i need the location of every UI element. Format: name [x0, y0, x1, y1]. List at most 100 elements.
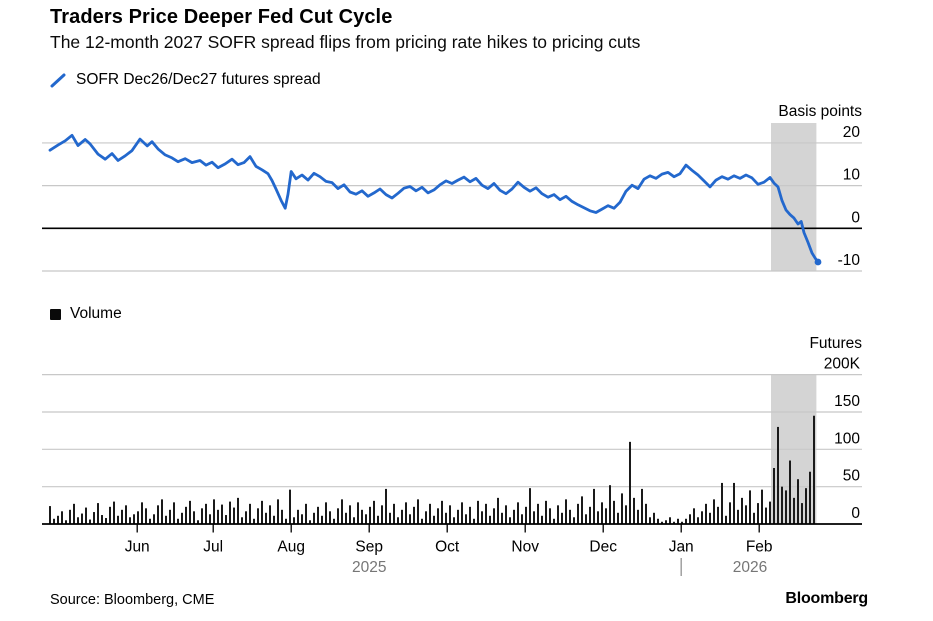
volume-bar — [93, 512, 95, 524]
volume-bar — [677, 518, 679, 524]
volume-bar — [709, 512, 711, 524]
y-axis-unit-futures: Futures — [809, 335, 862, 352]
volume-bar — [497, 497, 499, 524]
volume-bar — [637, 509, 639, 524]
volume-bar — [717, 506, 719, 524]
volume-bar — [325, 502, 327, 524]
volume-bar — [461, 502, 463, 524]
month-label: Nov — [511, 539, 539, 556]
volume-bar — [653, 512, 655, 524]
volume-bar — [265, 512, 267, 524]
volume-bar — [97, 503, 99, 524]
volume-bar — [161, 499, 163, 524]
volume-bar — [453, 517, 455, 524]
volume-bar — [509, 517, 511, 524]
y-tick-label: 150 — [834, 393, 860, 410]
volume-bar — [53, 518, 55, 524]
volume-bar — [337, 508, 339, 524]
legend-volume-label: Volume — [70, 305, 122, 322]
volume-bar — [73, 503, 75, 524]
volume-bar — [365, 514, 367, 524]
volume-bar — [561, 512, 563, 524]
volume-bar — [277, 499, 279, 524]
volume-bar — [229, 501, 231, 524]
spread-endpoint-dot — [814, 258, 822, 266]
month-label: Sep — [355, 539, 383, 556]
volume-bar — [705, 503, 707, 524]
volume-bar — [761, 489, 763, 524]
volume-bar — [541, 515, 543, 524]
volume-bar — [173, 502, 175, 524]
volume-bars — [49, 415, 815, 524]
y-tick-label: 0 — [851, 505, 860, 522]
volume-bar — [749, 490, 751, 524]
volume-bar — [625, 505, 627, 524]
year-label: 2025 — [352, 559, 386, 576]
volume-bar — [769, 501, 771, 524]
volume-bar — [49, 506, 51, 524]
volume-bar — [185, 506, 187, 524]
volume-bar — [673, 521, 675, 524]
volume-bar — [241, 517, 243, 524]
volume-bar — [765, 507, 767, 524]
volume-bar — [169, 509, 171, 524]
y-tick-label: 20 — [843, 124, 861, 141]
spread-line-chart: 20 10 0 -10 — [42, 123, 862, 272]
volume-bar — [245, 511, 247, 524]
volume-bar — [689, 514, 691, 524]
volume-bar — [681, 521, 683, 524]
volume-bar — [413, 506, 415, 524]
volume-bar — [437, 508, 439, 524]
volume-bar — [445, 512, 447, 524]
volume-bar — [421, 518, 423, 524]
volume-bar — [329, 511, 331, 524]
volume-bar — [553, 518, 555, 524]
volume-bar — [757, 503, 759, 524]
volume-bar — [797, 479, 799, 524]
volume-bar — [273, 515, 275, 524]
volume-bar — [257, 508, 259, 524]
volume-bar — [597, 511, 599, 524]
volume-bar — [129, 517, 131, 524]
month-label: Aug — [277, 539, 305, 556]
volume-bar — [301, 514, 303, 524]
volume-bar — [289, 489, 291, 524]
volume-bar — [813, 415, 815, 524]
volume-bar — [165, 515, 167, 524]
source-note: Source: Bloomberg, CME — [50, 592, 215, 608]
volume-bar — [417, 499, 419, 524]
volume-bar — [209, 514, 211, 524]
volume-bar — [513, 509, 515, 524]
volume-bar — [521, 514, 523, 524]
volume-bar — [377, 515, 379, 524]
volume-bar — [345, 512, 347, 524]
y-tick-label: 0 — [851, 209, 860, 226]
volume-bar — [293, 517, 295, 524]
volume-bar — [357, 502, 359, 524]
volume-bar — [149, 518, 151, 524]
volume-bar — [577, 503, 579, 524]
volume-bar — [181, 512, 183, 524]
volume-bar — [529, 488, 531, 524]
volume-bar — [205, 503, 207, 524]
volume-bar — [701, 511, 703, 524]
volume-bar — [745, 505, 747, 524]
volume-bar — [493, 508, 495, 524]
volume-bar — [141, 502, 143, 524]
volume-bar — [305, 503, 307, 524]
month-label: Jan — [669, 539, 694, 556]
volume-bar — [569, 509, 571, 524]
volume-bar — [693, 508, 695, 524]
volume-bar — [145, 508, 147, 524]
volume-bar — [645, 503, 647, 524]
y-tick-label: 200K — [824, 356, 861, 373]
volume-bar — [789, 460, 791, 524]
volume-bar — [441, 500, 443, 524]
month-label: Oct — [435, 539, 460, 556]
volume-bar — [465, 514, 467, 524]
y-tick-label: 100 — [834, 430, 860, 447]
volume-bar — [369, 506, 371, 524]
volume-bar — [317, 506, 319, 524]
volume-bar-chart: 200K 150 100 50 0 Jun Jul Aug Sep Oct Nov Dec Jan Feb… — [42, 356, 862, 576]
volume-bar — [393, 503, 395, 524]
